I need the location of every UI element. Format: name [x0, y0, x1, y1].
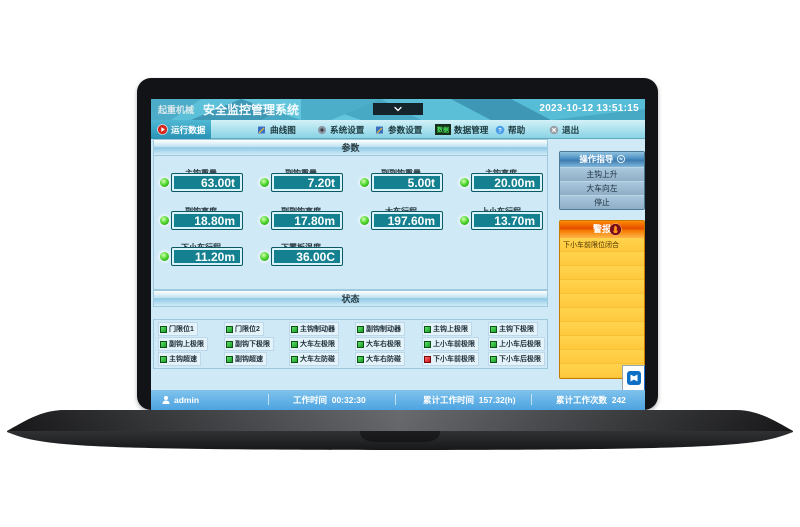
svg-text:?: ? [498, 128, 502, 134]
